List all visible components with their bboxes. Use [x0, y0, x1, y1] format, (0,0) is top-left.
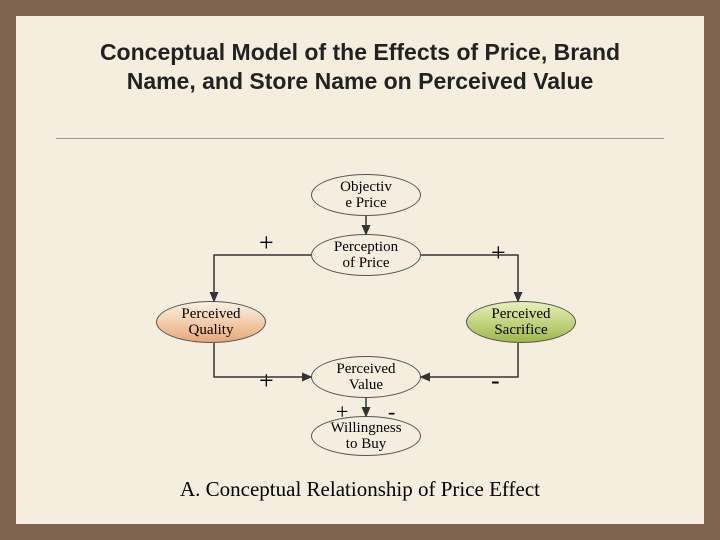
caption: A. Conceptual Relationship of Price Effe… [16, 477, 704, 502]
sign-minus-right-bottom: - [491, 366, 500, 396]
node-perceived-value: PerceivedValue [311, 356, 421, 398]
page-title: Conceptual Model of the Effects of Price… [66, 38, 654, 96]
node-willingness: Willingnessto Buy [311, 416, 421, 456]
node-objective-price: Objective Price [311, 174, 421, 216]
title-rule [56, 138, 664, 139]
node-perceived-quality: PerceivedQuality [156, 301, 266, 343]
node-perceived-sacrifice: PerceivedSacrifice [466, 301, 576, 343]
sign-plus-right-top: + [491, 238, 506, 268]
sign-plus-value: + [336, 399, 348, 425]
node-perception-price: Perceptionof Price [311, 234, 421, 276]
slide-canvas: Conceptual Model of the Effects of Price… [16, 16, 704, 524]
sign-plus-left-bottom: + [259, 366, 274, 396]
sign-minus-value: - [388, 399, 395, 425]
outer-frame: Conceptual Model of the Effects of Price… [0, 0, 720, 540]
sign-plus-left-top: + [259, 228, 274, 258]
